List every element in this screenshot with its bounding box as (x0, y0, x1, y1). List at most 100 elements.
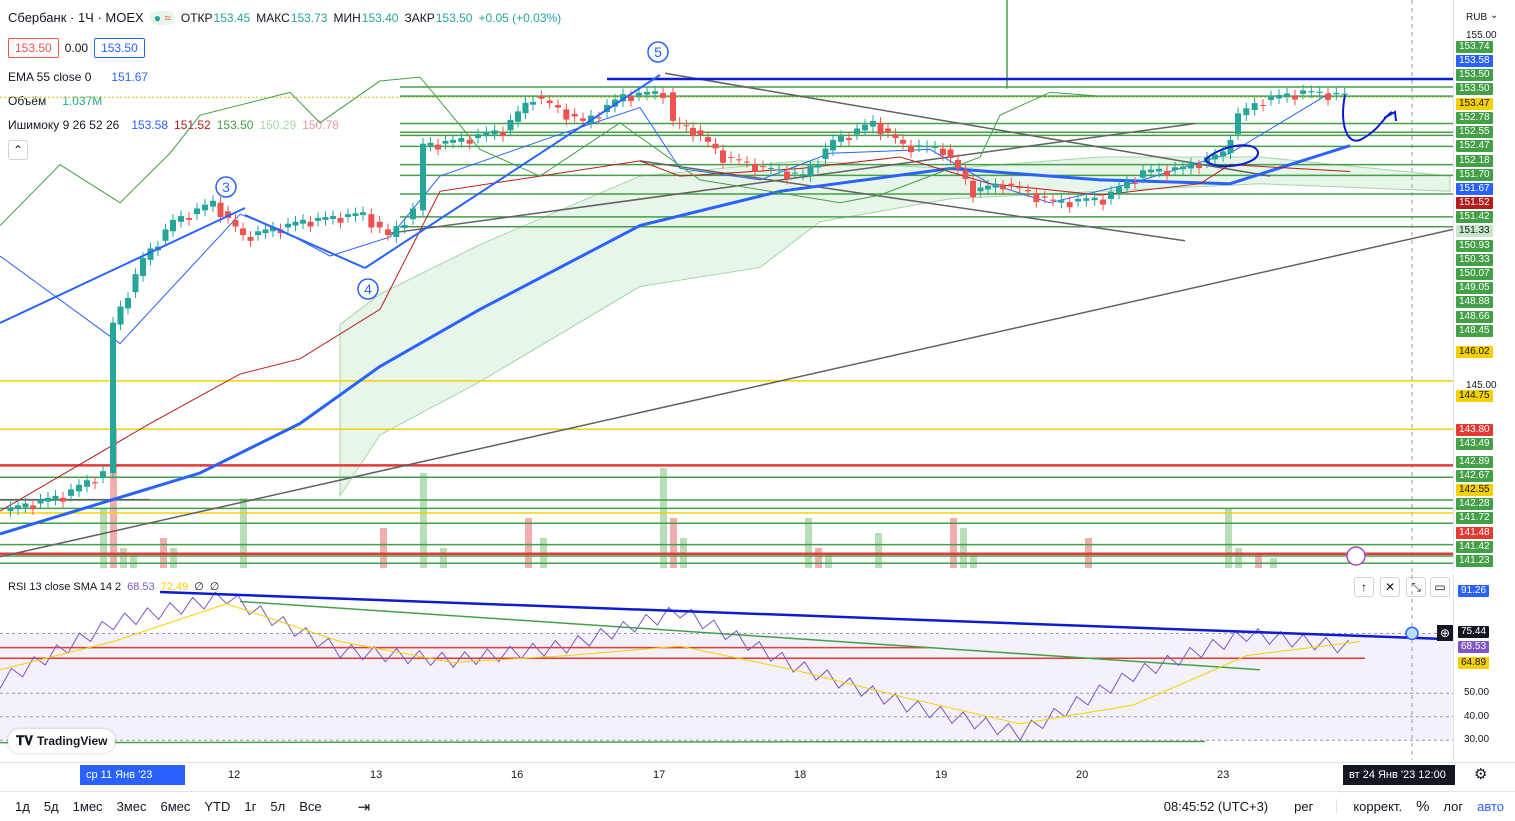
sell-button[interactable]: 153.50 (8, 38, 59, 58)
tv-logo-icon: 𝐓𝐕 (16, 733, 33, 748)
price-axis[interactable]: RUB ⌄ 153.74 153.58 153.50 153.50 153.47 152.… (1453, 0, 1515, 570)
price-tag: 153.50 (1456, 83, 1493, 95)
candle-body (1292, 95, 1298, 100)
symbol-title[interactable]: Сбербанк · 1Ч · MOEX (8, 10, 144, 25)
range-button[interactable]: 3мес (116, 799, 147, 814)
rsi-line (0, 591, 1350, 742)
add-plus-icon[interactable]: ⊕ (1437, 625, 1453, 642)
candle-body (660, 93, 666, 99)
range-button[interactable]: Все (299, 799, 322, 814)
ichimoku-legend[interactable]: Ишимоку 9 26 52 26 153.58 151.52 153.50 … (8, 118, 339, 132)
currency-label[interactable]: RUB (1466, 12, 1488, 23)
delete-pane-button[interactable]: ✕ (1380, 577, 1400, 597)
logo-text: TradingView (37, 734, 108, 748)
rsi-legend[interactable]: RSI 13 close SMA 14 2 68.53 72.49 ∅ ∅ (8, 580, 219, 594)
range-button[interactable]: 6мес (160, 799, 191, 814)
price-tag: 144.75 (1456, 390, 1493, 402)
rsi-drawn-line (159, 590, 1513, 643)
spread-value: 0.00 (64, 41, 89, 55)
buy-button[interactable]: 153.50 (94, 38, 145, 58)
price-tag: 152.47 (1456, 140, 1493, 152)
change-value: +0.05 (+0.03%) (478, 10, 562, 25)
rsi-tag: 64.89 (1458, 657, 1490, 669)
move-pane-up-button[interactable]: ↑ (1354, 577, 1374, 597)
volume-bars (100, 428, 1277, 568)
maximize-pane-button[interactable]: ▭ (1430, 577, 1450, 597)
volume-bar (1255, 553, 1262, 568)
candle-body (636, 92, 642, 96)
candle-body (442, 140, 449, 144)
candle-body (255, 231, 261, 236)
candle-body (330, 216, 336, 219)
candle-body (892, 134, 899, 139)
range-button[interactable]: 1д (15, 799, 30, 814)
candle-body (1212, 154, 1218, 160)
crosshair-start-label: ср 11 Янв '23 13:00 (80, 765, 185, 801)
wave-label: 5 (654, 44, 662, 60)
price-tag: 151.52 (1456, 197, 1493, 209)
candle-body (1008, 183, 1015, 185)
candle-body (1316, 91, 1323, 93)
percent-button[interactable]: % (1416, 798, 1430, 815)
candle-body (376, 221, 383, 228)
collapse-legend-button[interactable]: ⌃ (8, 140, 28, 160)
collapse-pane-button[interactable]: ⤡ (1406, 577, 1426, 597)
time-label: 12 (228, 769, 241, 781)
price-tag: 151.33 (1456, 225, 1493, 237)
candle-body (147, 248, 154, 260)
rsi-lines (0, 575, 1513, 760)
candle-body (1276, 94, 1282, 99)
candle-body (515, 111, 521, 122)
maximize-icon: ▭ (1434, 580, 1446, 594)
settings-icon[interactable]: ⚙ (1474, 766, 1488, 783)
range-button[interactable]: 1мес (72, 799, 103, 814)
ema-legend[interactable]: EMA 55 close 0 151.67 (8, 70, 148, 84)
candle-body (186, 217, 192, 220)
price-tag: 152.18 (1456, 155, 1493, 167)
time-label: 19 (935, 769, 948, 781)
candle-body (862, 124, 868, 131)
range-button[interactable]: 1г (244, 799, 257, 814)
candle-body (736, 159, 742, 161)
time-label: 17 (653, 769, 666, 781)
range-button[interactable]: YTD (204, 799, 231, 814)
price-tag: 142.55 (1456, 484, 1493, 496)
range-button[interactable]: 5л (270, 799, 286, 814)
volume-bar (525, 518, 532, 568)
candle-body (1058, 200, 1065, 203)
auto-button[interactable]: авто (1477, 799, 1504, 814)
tradingview-logo[interactable]: 𝐓𝐕 TradingView (8, 729, 116, 753)
candle-body (240, 228, 246, 236)
time-axis[interactable]: ср 11 Янв '23 13:00 вт 24 Янв '23 12:00 … (0, 762, 1515, 801)
price-tag: 148.88 (1456, 296, 1493, 308)
candle-body (784, 171, 790, 179)
wave-label: 4 (364, 281, 372, 297)
candle-body (792, 172, 798, 174)
candle-body (676, 122, 683, 124)
candle-body (908, 145, 914, 153)
session-button[interactable]: рег (1294, 799, 1314, 814)
market-status-badge[interactable]: ● ≈ (149, 10, 175, 25)
goto-date-icon[interactable]: ⇥ (357, 798, 371, 816)
adjust-button[interactable]: коррект. (1336, 799, 1409, 814)
rsi-chart[interactable] (0, 575, 1515, 760)
rsi-axis[interactable]: 91.26 75.44 68.53 64.89 50.00 40.00 30.00 (1453, 575, 1515, 760)
clock-time[interactable]: 08:45:52 (UTC+3) (1163, 799, 1269, 814)
wave-label: 3 (222, 179, 230, 195)
wave-label-circle (647, 41, 669, 63)
price-tag: 143.80 (1456, 424, 1493, 436)
open-value: 153.45 (213, 10, 251, 25)
candle-body (300, 219, 306, 224)
range-button[interactable]: 5д (43, 799, 59, 814)
rsi-tick: 50.00 (1464, 687, 1490, 699)
rsi-tag: 75.44 (1458, 626, 1490, 638)
candle-body (815, 164, 821, 168)
log-button[interactable]: лог (1443, 799, 1464, 814)
candle-body (458, 138, 465, 142)
candle-body (162, 229, 169, 241)
candle-body (652, 91, 658, 94)
price-tag: 148.45 (1456, 325, 1493, 337)
price-chart[interactable]: 5 3 4 (0, 0, 1515, 580)
candle-body (410, 208, 416, 220)
status-dot-icon: ● (153, 10, 161, 25)
